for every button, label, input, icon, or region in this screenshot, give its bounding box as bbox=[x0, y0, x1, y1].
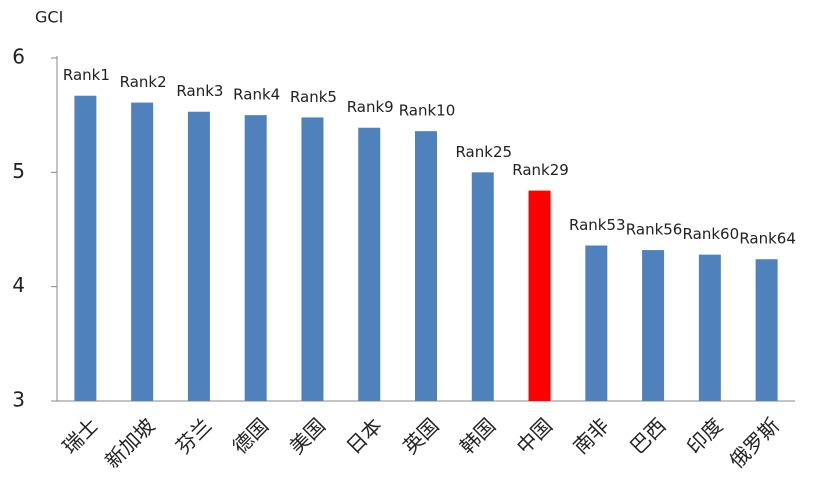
x-tick-label: 德国 bbox=[228, 413, 273, 458]
bar bbox=[755, 259, 778, 401]
x-tick-label: 日本 bbox=[341, 413, 386, 458]
bar bbox=[131, 102, 154, 401]
bar bbox=[74, 95, 97, 401]
y-tick-label: 6 bbox=[12, 45, 25, 69]
y-tick-label: 5 bbox=[12, 159, 25, 183]
bar bbox=[244, 115, 267, 402]
data-annotation: Rank29 bbox=[512, 161, 569, 179]
data-annotation: Rank10 bbox=[399, 102, 456, 120]
x-tick-label: 英国 bbox=[398, 413, 443, 458]
bar bbox=[642, 250, 665, 401]
data-annotation: Rank25 bbox=[455, 143, 512, 161]
x-tick-label: 俄罗斯 bbox=[725, 413, 784, 472]
data-annotation: Rank9 bbox=[347, 98, 394, 116]
data-annotation: Rank4 bbox=[233, 86, 280, 104]
x-tick-label: 新加坡 bbox=[100, 413, 159, 472]
x-tick-label: 韩国 bbox=[455, 413, 500, 458]
y-tick-label: 3 bbox=[12, 388, 25, 412]
data-annotation: Rank5 bbox=[290, 88, 337, 106]
x-tick-label: 巴西 bbox=[625, 413, 670, 458]
bar bbox=[528, 190, 551, 401]
bar bbox=[187, 111, 210, 401]
x-tick-label: 中国 bbox=[512, 413, 557, 458]
data-annotation: Rank60 bbox=[683, 225, 740, 243]
data-annotation: Rank2 bbox=[120, 73, 167, 91]
x-tick-label: 印度 bbox=[682, 413, 727, 458]
bar bbox=[585, 245, 608, 401]
bar bbox=[358, 127, 381, 401]
x-tick-label: 美国 bbox=[285, 413, 330, 458]
bar bbox=[471, 172, 494, 401]
data-annotation: Rank1 bbox=[63, 66, 110, 84]
data-annotation: Rank64 bbox=[739, 230, 796, 248]
x-tick-label: 南非 bbox=[568, 413, 613, 458]
bar bbox=[301, 117, 324, 401]
bar bbox=[415, 131, 437, 401]
x-tick-label: 芬兰 bbox=[171, 413, 216, 458]
x-tick-label: 瑞士 bbox=[58, 413, 103, 458]
bar bbox=[698, 254, 721, 401]
data-annotation: Rank53 bbox=[569, 216, 626, 234]
y-tick-label: 4 bbox=[12, 273, 25, 297]
data-annotation: Rank3 bbox=[176, 82, 223, 100]
data-annotation: Rank56 bbox=[626, 221, 683, 239]
y-axis-label: GCI bbox=[35, 8, 63, 27]
